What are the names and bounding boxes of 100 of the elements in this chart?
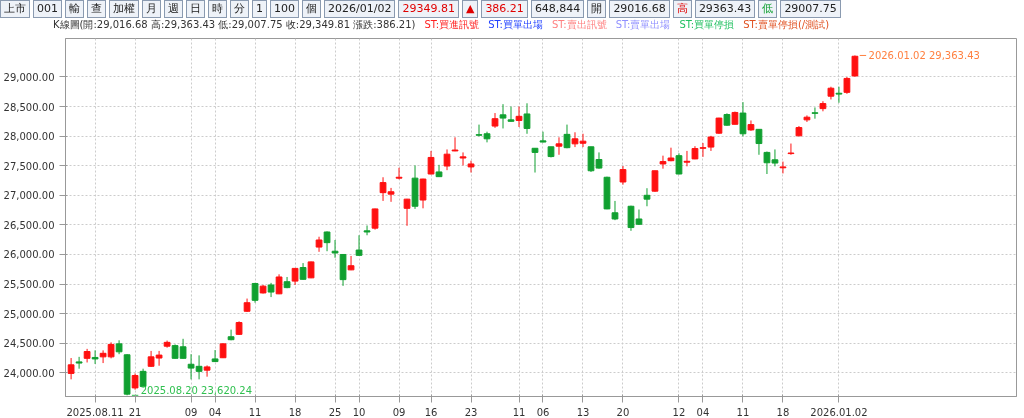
candlestick [835,86,843,104]
candlestick [539,131,547,143]
text: ▲ [461,0,479,18]
x-tick-label: 2026.01.02 [810,406,868,418]
candlestick [467,160,475,174]
y-tick-label: 26,000.00 [3,249,55,261]
x-tick-label: 12 [672,406,686,418]
x-tick-label: 11 [736,406,750,418]
text: 2026/01/02 [324,0,396,18]
candlestick [699,142,707,158]
text: 月 [142,0,161,18]
candlestick [67,357,75,380]
candlestick [787,143,795,156]
candlestick [523,102,531,135]
candlestick [75,356,83,370]
x-tick-label: 21 [128,406,142,418]
candlestick [643,187,651,207]
x-tick-label: 11 [512,406,526,418]
text: 001 [33,0,62,18]
text: 加權 [109,0,139,18]
candlestick [739,101,747,137]
y-tick-label: 29,000.00 [3,71,55,83]
text: ST:買單停損 [678,18,736,32]
text: ST:賣出訊號 [550,18,608,32]
x-tick-label: 11 [248,406,262,418]
candlestick [555,136,563,156]
y-tick-label: 27,500.00 [3,160,55,172]
text: 648,844 [530,0,585,18]
text: 29363.43 [694,0,756,18]
text: 29016.68 [609,0,670,18]
candlestick [403,198,411,227]
candlestick [427,150,435,175]
annotation: 2025.08.20 23,620.24 [140,384,253,396]
x-tick-label: 09 [392,406,406,418]
x-tick-label: 23 [464,406,478,418]
x-tick-label: 04 [208,406,222,418]
candlestick [507,106,515,123]
text: 高 [672,0,692,18]
candlestick [683,150,691,167]
candlestick [851,54,859,77]
y-tick-label: 28,500.00 [3,101,55,113]
x-tick-label: 06 [536,406,550,418]
candlestick [659,155,667,170]
text: 輸 [65,0,84,18]
text: 1 [252,0,267,18]
candlestick [531,147,539,174]
x-tick-label: 18 [288,406,302,418]
text: 分 [230,0,249,18]
text: 日 [186,0,205,18]
text: ST:買進訊號 [423,18,481,32]
candlestick [211,349,219,363]
candlestick [419,178,427,209]
y-tick-label: 25,000.00 [3,308,55,320]
y-tick-label: 24,000.00 [3,367,55,379]
candlestick [395,167,403,180]
x-tick-label: 20 [616,406,630,418]
x-tick-label: 13 [576,406,590,418]
x-tick-label: 16 [424,406,438,418]
y-tick-label: 26,500.00 [3,219,55,231]
text: 低 [758,0,778,18]
text: 29349.81 [398,0,459,18]
candlestick [619,165,627,186]
candlestick [91,349,99,365]
text: ST:買單出場 [487,18,544,32]
candlestick [323,230,331,252]
candlestick [675,152,683,175]
y-tick-label: 27,000.00 [3,190,55,202]
candlestick [667,147,675,162]
candlestick [227,329,235,341]
y-tick-label: 24,500.00 [3,338,55,350]
text: 查 [87,0,106,18]
candlestick [347,255,355,271]
text: 上市 [0,0,30,18]
candlestick [371,208,379,231]
text: ST:賣單出場 [614,18,672,32]
candlestick [779,161,787,174]
text: ST:賣單停損(/測試) [742,18,831,32]
text: 2026.01.02 29,363.43 [868,49,980,61]
text: 29007.75 [780,0,841,18]
candlestick [363,224,371,236]
x-tick-label: 25 [328,406,342,418]
candlestick [515,106,523,128]
candlestick [435,164,443,178]
candlestick [203,364,211,378]
x-tick-label: 2025.08.11 [66,406,124,418]
x-tick-label: 09 [184,406,198,418]
text: 週 [164,0,183,18]
x-tick-label: 18 [776,406,790,418]
text: 個 [302,0,321,18]
text: 時 [208,0,227,18]
candlestick [755,128,763,156]
text: 386.21 [481,0,528,18]
candlestick [443,148,451,171]
candlestick [651,170,659,193]
text: 開 [587,0,607,18]
y-tick-label: 25,500.00 [3,279,55,291]
candlestick [811,106,819,120]
candlestick [355,234,363,257]
text: 100 [270,0,299,18]
candlestick [331,239,339,259]
